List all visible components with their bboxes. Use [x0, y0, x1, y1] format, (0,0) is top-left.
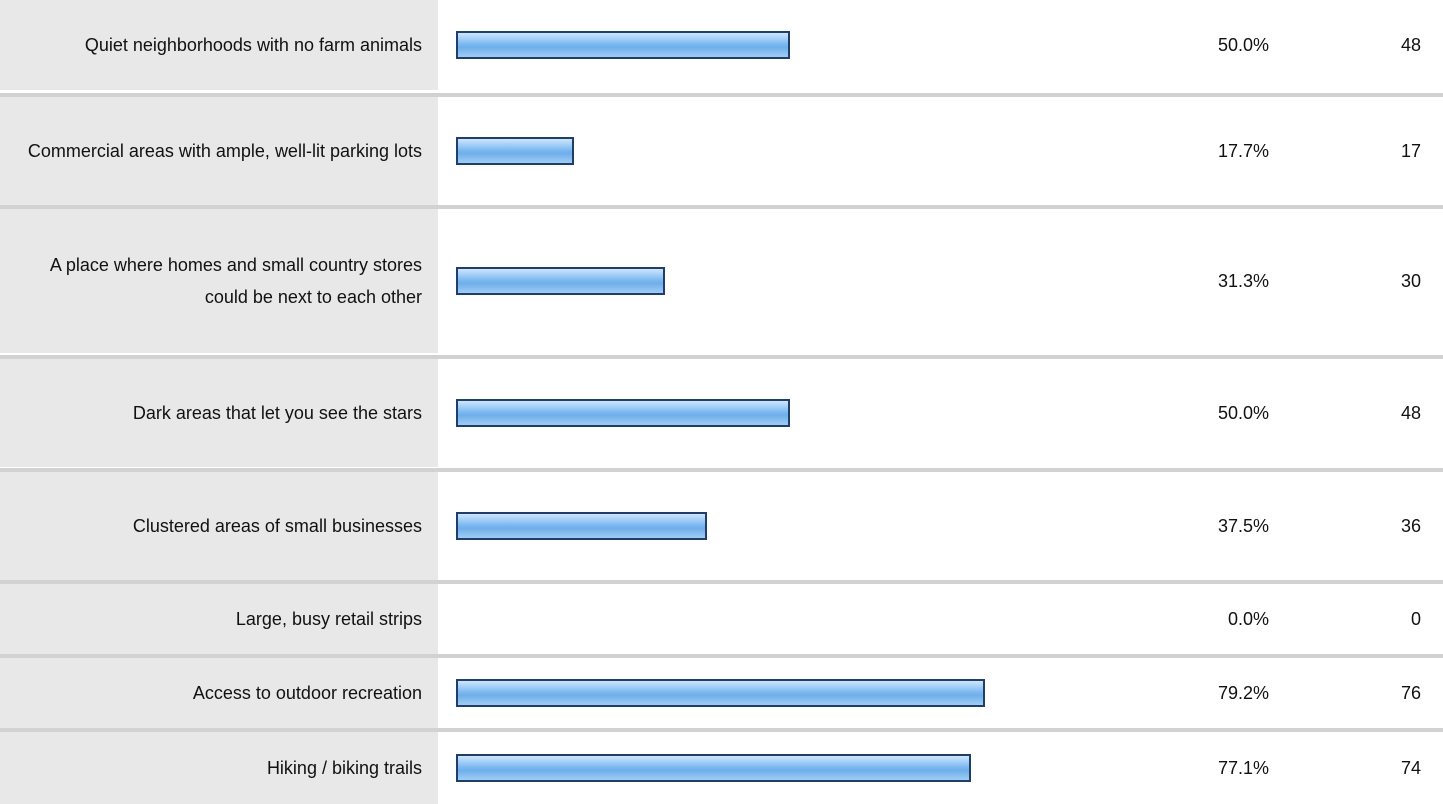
row-label-cell: Dark areas that let you see the stars — [0, 359, 438, 467]
category-label: Access to outdoor recreation — [192, 683, 422, 703]
percent-label: 31.3% — [1217, 271, 1269, 291]
category-label: A place where homes and small country st… — [49, 255, 422, 307]
bar — [456, 679, 985, 707]
count-label: 0 — [1410, 609, 1421, 629]
chart-row: Quiet neighborhoods with no farm animals… — [0, 0, 1443, 90]
row-label-cell: Hiking / biking trails — [0, 732, 438, 804]
row-label-cell: Quiet neighborhoods with no farm animals — [0, 0, 438, 90]
count-label: 17 — [1400, 141, 1421, 161]
row-divider — [0, 93, 1443, 97]
chart-row: Dark areas that let you see the stars 50… — [0, 359, 1443, 467]
percent-label: 17.7% — [1217, 141, 1269, 161]
count-label: 74 — [1400, 758, 1421, 778]
percent-label: 77.1% — [1217, 758, 1269, 778]
percent-label: 37.5% — [1217, 516, 1269, 536]
row-divider — [0, 205, 1443, 209]
row-divider — [0, 654, 1443, 658]
row-label-cell: A place where homes and small country st… — [0, 209, 438, 353]
chart-row: A place where homes and small country st… — [0, 209, 1443, 353]
percent-label: 79.2% — [1217, 683, 1269, 703]
count-label: 48 — [1400, 403, 1421, 423]
row-divider — [0, 580, 1443, 584]
row-label-cell: Large, busy retail strips — [0, 584, 438, 654]
row-label-cell: Access to outdoor recreation — [0, 658, 438, 728]
row-divider — [0, 728, 1443, 732]
count-label: 30 — [1400, 271, 1421, 291]
count-label: 48 — [1400, 35, 1421, 55]
category-label: Hiking / biking trails — [266, 758, 422, 778]
percent-label: 0.0% — [1227, 609, 1269, 629]
bar — [456, 137, 574, 165]
row-divider — [0, 355, 1443, 359]
chart-row: Commercial areas with ample, well-lit pa… — [0, 97, 1443, 205]
bar — [456, 754, 971, 782]
bar — [456, 399, 790, 427]
row-label-cell: Commercial areas with ample, well-lit pa… — [0, 97, 438, 205]
bar — [456, 512, 707, 540]
category-label: Large, busy retail strips — [235, 609, 422, 629]
bar — [456, 267, 665, 295]
percent-label: 50.0% — [1217, 403, 1269, 423]
chart-row: Large, busy retail strips 0.0% 0 — [0, 584, 1443, 654]
count-label: 76 — [1400, 683, 1421, 703]
category-label: Quiet neighborhoods with no farm animals — [84, 35, 422, 55]
percent-label: 50.0% — [1217, 35, 1269, 55]
chart-row: Hiking / biking trails 77.1% 74 — [0, 732, 1443, 804]
row-divider — [0, 468, 1443, 472]
count-label: 36 — [1400, 516, 1421, 536]
bar — [456, 31, 790, 59]
chart-row: Clustered areas of small businesses 37.5… — [0, 472, 1443, 580]
category-label: Commercial areas with ample, well-lit pa… — [27, 141, 422, 161]
category-label: Dark areas that let you see the stars — [132, 403, 422, 423]
row-label-cell: Clustered areas of small businesses — [0, 472, 438, 580]
chart-row: Access to outdoor recreation 79.2% 76 — [0, 658, 1443, 728]
category-label: Clustered areas of small businesses — [132, 516, 422, 536]
